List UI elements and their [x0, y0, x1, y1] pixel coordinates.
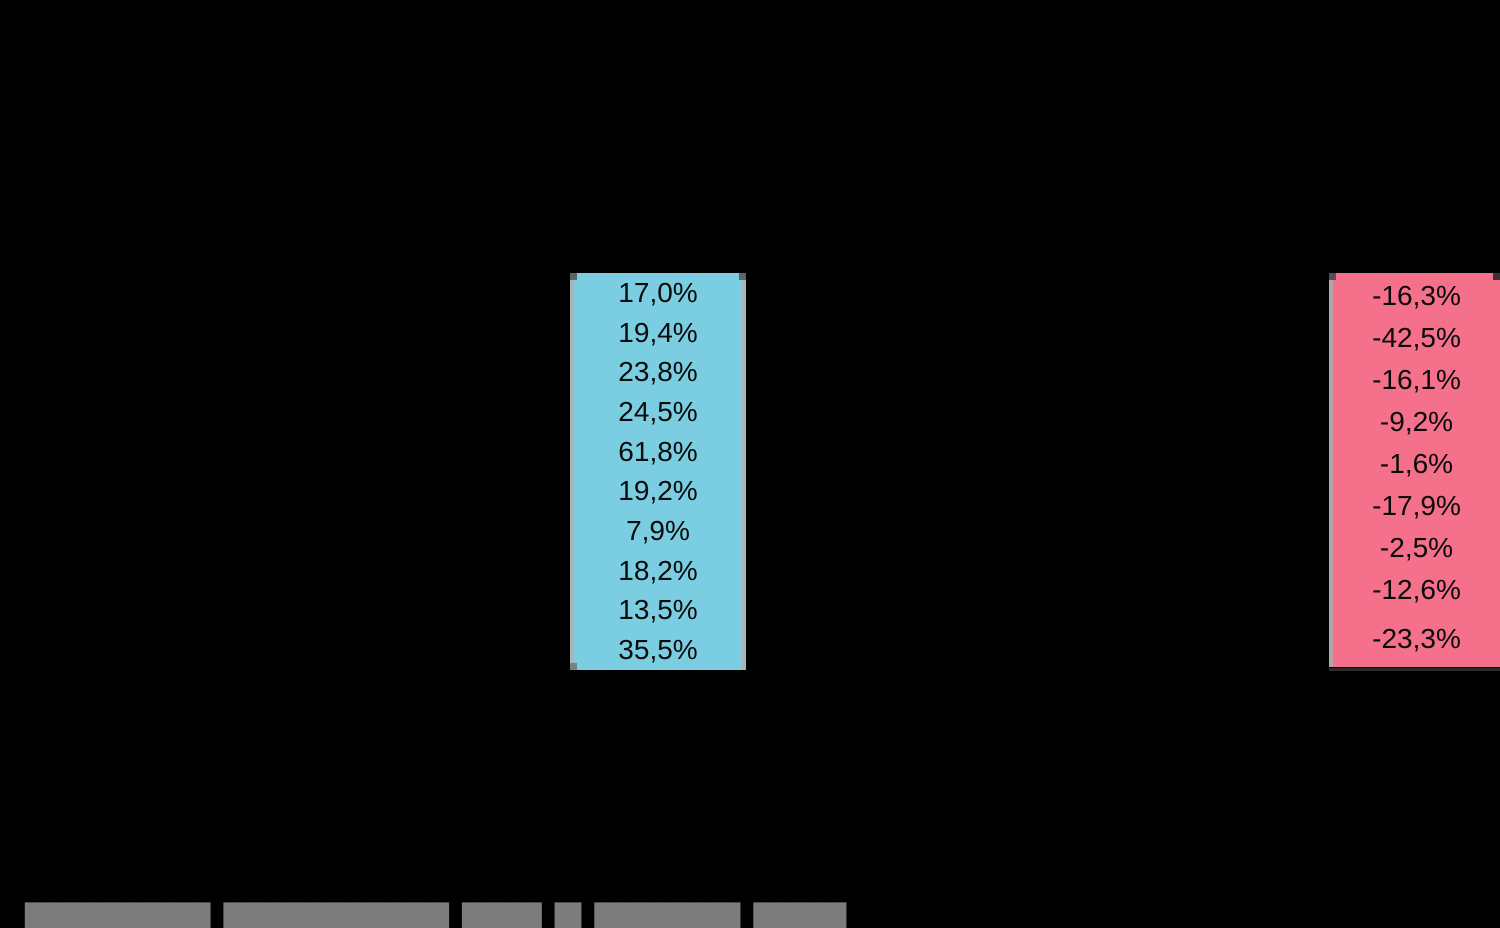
table-cell: 17,0% [618, 276, 698, 308]
corner-notch [739, 273, 746, 280]
blue-values-table: 17,0% 19,4% 23,8% 24,5% 61,8% 19,2% 7,9% 18,2% 1… [570, 273, 746, 670]
table-cell: 19,4% [618, 316, 698, 348]
corner-notch [1493, 273, 1500, 280]
corner-notch [570, 273, 577, 280]
table-cell: -16,1% [1372, 364, 1461, 395]
table-cell: -1,6% [1379, 448, 1454, 479]
table-cell: -23,3% [1372, 623, 1461, 654]
table-bottom-border [1329, 668, 1500, 671]
blue-values-list: 17,0% 19,4% 23,8% 24,5% 61,8% 19,2% 7,9% 18,2% 1… [574, 273, 742, 670]
table-cell: 18,2% [618, 554, 698, 586]
table-cell: 61,8% [618, 435, 698, 467]
table-cell: -9,2% [1379, 406, 1454, 437]
corner-notch [570, 663, 577, 670]
table-cell: -42,5% [1372, 322, 1461, 353]
table-cell: -17,9% [1372, 490, 1461, 521]
table-cell: 7,9% [626, 515, 690, 547]
table-cell: 35,5% [618, 634, 698, 666]
table-cell: -16,3% [1372, 280, 1461, 311]
footnote-line-1: ██████████████ █████████████████ ██████ … [25, 904, 847, 928]
pink-values-list: -16,3% -42,5% -16,1% -9,2% -1,6% -17,9% -2,5% -… [1333, 275, 1500, 667]
table-cell: 13,5% [618, 594, 698, 626]
corner-notch [1329, 273, 1336, 280]
table-cell: 23,8% [618, 356, 698, 388]
footnote: ██████████████ █████████████████ ██████ … [25, 849, 846, 928]
table-cell: -12,6% [1372, 574, 1461, 605]
table-cell: -2,5% [1379, 532, 1454, 563]
table-cell: 24,5% [618, 395, 698, 427]
table-cell: 19,2% [618, 475, 698, 507]
pink-values-table: -16,3% -42,5% -16,1% -9,2% -1,6% -17,9% -2,5% -… [1329, 273, 1500, 667]
